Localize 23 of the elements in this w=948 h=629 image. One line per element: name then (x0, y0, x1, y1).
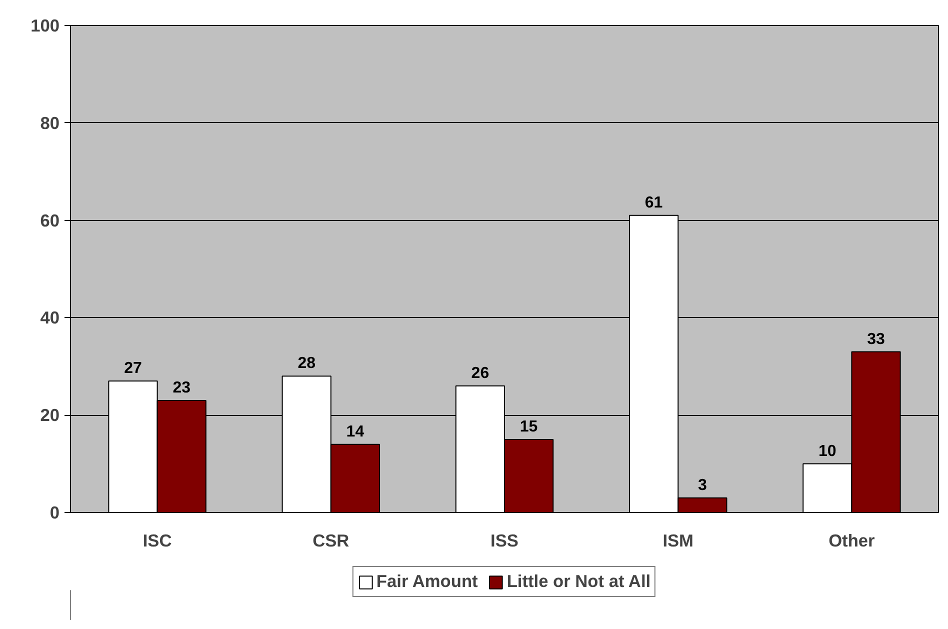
x-tick-label: ISC (142, 530, 172, 550)
x-tick-label: ISS (490, 530, 518, 550)
data-label: 33 (867, 330, 886, 348)
data-label: 14 (346, 423, 364, 440)
y-tick-label: 60 (40, 210, 60, 230)
data-label: 27 (124, 360, 142, 378)
x-tick-label: ISM (662, 530, 694, 550)
y-tick-label: 0 (50, 502, 60, 522)
legend-label: Little or Not at All (506, 571, 651, 592)
legend-label: Fair Amount (376, 571, 478, 592)
data-label: 3 (698, 476, 707, 494)
y-tick-label: 40 (40, 308, 60, 328)
x-tick-label: Other (828, 530, 876, 550)
data-label: 10 (818, 442, 836, 460)
data-label: 28 (298, 355, 316, 372)
data-label: 15 (520, 418, 538, 436)
y-tick-label: 80 (40, 112, 60, 133)
data-label: 26 (471, 364, 490, 382)
y-tick-label: 20 (40, 405, 60, 426)
y-tick-label: 100 (30, 16, 60, 36)
x-tick-label: CSR (312, 530, 350, 550)
data-label: 61 (644, 194, 663, 212)
data-label: 23 (172, 379, 191, 396)
